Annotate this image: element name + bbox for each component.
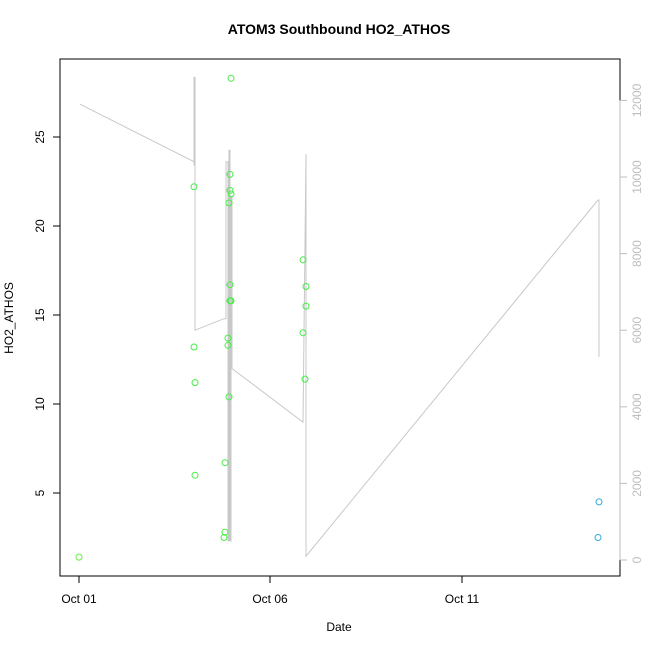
- x-axis-label: Date: [326, 620, 352, 634]
- y-axis: 5 10 15 20 25: [33, 130, 61, 496]
- data-point: [225, 393, 233, 401]
- data-point: [299, 256, 307, 264]
- data-point: [301, 375, 309, 383]
- data-point: [224, 341, 232, 349]
- right-tick-label: 6000: [630, 317, 644, 344]
- x-tick-label: Oct 01: [61, 592, 97, 606]
- data-point: [299, 329, 307, 337]
- data-point: [226, 281, 234, 289]
- data-point: [191, 379, 199, 387]
- data-point: [190, 183, 198, 191]
- y-tick-label: 20: [33, 219, 47, 233]
- y-tick-label: 25: [33, 130, 47, 144]
- chart-title: ATOM3 Southbound HO2_ATHOS: [228, 21, 450, 37]
- data-point: [227, 74, 235, 82]
- data-point: [220, 534, 228, 541]
- data-point: [302, 302, 310, 310]
- data-point: [224, 334, 232, 342]
- right-tick-label: 2000: [630, 470, 644, 497]
- x-tick-label: Oct 11: [445, 592, 480, 606]
- data-point: [191, 471, 199, 479]
- data-point: [227, 297, 235, 305]
- right-tick-label: 10000: [630, 160, 644, 194]
- data-point: [221, 459, 229, 467]
- data-point: [226, 186, 234, 194]
- data-point: [221, 528, 229, 536]
- right-tick-label: 12000: [630, 83, 644, 117]
- data-point: [75, 553, 83, 561]
- right-tick-label: 0: [630, 556, 644, 563]
- x-axis: Oct 01 Oct 06 Oct 11: [61, 575, 480, 606]
- altitude-line: [79, 76, 600, 558]
- y-axis-label: HO2_ATHOS: [2, 282, 16, 354]
- y-tick-label: 10: [33, 397, 47, 411]
- right-tick-label: 8000: [630, 240, 644, 267]
- points-layer: [75, 74, 603, 561]
- data-point: [594, 534, 602, 541]
- right-axis: 0 2000 4000 6000 8000 10000 12000: [619, 83, 644, 563]
- right-tick-label: 4000: [630, 393, 644, 420]
- data-point: [227, 190, 235, 198]
- data-point: [226, 170, 234, 178]
- y-tick-label: 5: [33, 489, 47, 496]
- y-tick-label: 15: [33, 308, 47, 322]
- data-point: [302, 283, 310, 290]
- x-tick-label: Oct 06: [252, 592, 288, 606]
- data-point: [225, 199, 233, 207]
- data-point: [595, 498, 603, 506]
- altitude-series: [79, 76, 600, 558]
- data-point: [190, 343, 198, 351]
